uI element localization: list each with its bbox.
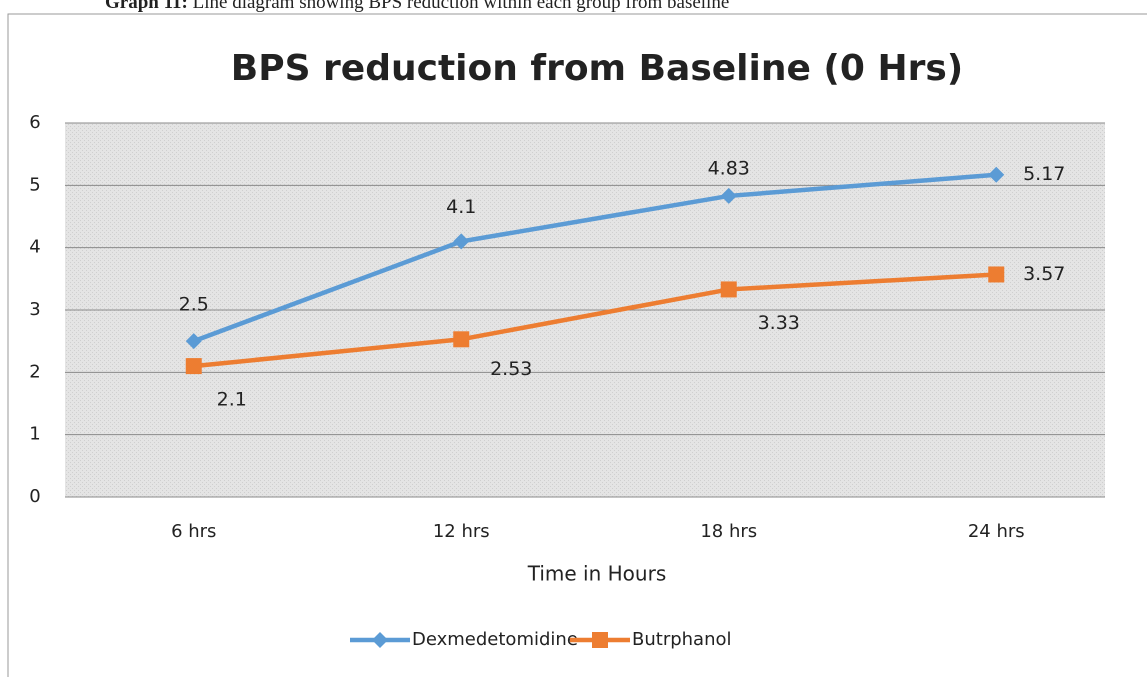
data-label: 2.1: [217, 389, 247, 411]
marker: [372, 632, 388, 648]
marker: [988, 166, 1005, 183]
data-label: 2.53: [490, 358, 532, 380]
caption-label: Graph 11:: [105, 0, 188, 13]
caption: Graph 11: Line diagram showing BPS reduc…: [105, 0, 729, 13]
x-tick-label: 12 hrs: [433, 521, 490, 542]
marker: [185, 333, 202, 350]
data-label: 4.83: [708, 157, 750, 179]
y-tick-label: 5: [29, 174, 40, 195]
legend-label: Dexmedetomidine: [412, 629, 578, 650]
data-label: 4.1: [446, 196, 476, 218]
marker: [453, 331, 470, 348]
marker: [720, 187, 737, 204]
data-label: 5.17: [1023, 163, 1065, 185]
y-tick-label: 6: [29, 112, 40, 133]
y-tick-label: 0: [29, 486, 40, 507]
legend-label: Butrphanol: [632, 629, 732, 650]
data-label: 3.33: [758, 312, 800, 334]
marker: [185, 358, 202, 375]
line: [192, 172, 997, 344]
y-tick-label: 1: [29, 424, 40, 445]
marker: [592, 632, 608, 648]
caption-text: Line diagram showing BPS reduction withi…: [193, 0, 730, 13]
y-tick-label: 2: [29, 361, 40, 382]
x-axis-title: Time in Hours: [527, 562, 667, 586]
data-label: 2.5: [179, 294, 209, 316]
data-label: 3.57: [1023, 263, 1065, 285]
marker: [453, 233, 470, 250]
x-tick-label: 18 hrs: [700, 521, 757, 542]
x-tick-label: 24 hrs: [968, 521, 1025, 542]
marker: [988, 266, 1005, 283]
chart-title: BPS reduction from Baseline (0 Hrs): [231, 48, 963, 89]
line: [193, 272, 997, 369]
y-tick-label: 4: [29, 237, 40, 258]
marker: [720, 281, 737, 298]
x-tick-label: 6 hrs: [171, 521, 216, 542]
y-tick-label: 3: [29, 299, 40, 320]
